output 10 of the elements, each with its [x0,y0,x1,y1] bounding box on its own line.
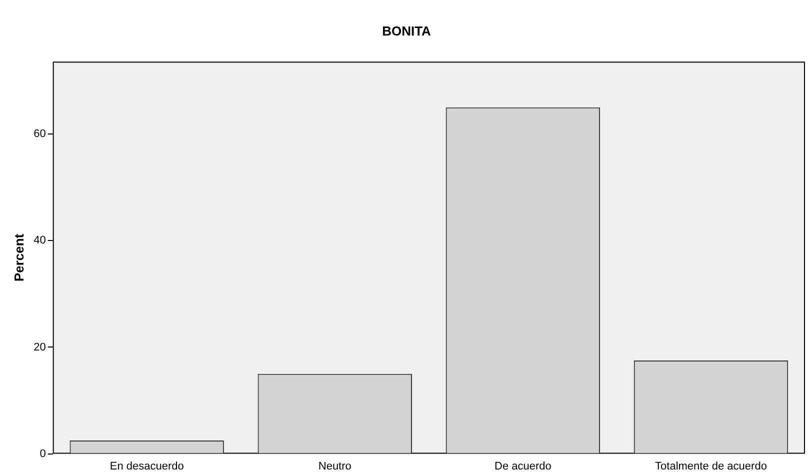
x-tick-label: Neutro [318,460,352,472]
y-axis-title: Percent [11,233,26,282]
x-tick-label: Totalmente de acuerdo [655,460,767,472]
y-tick-label: 0 [40,448,46,460]
chart-title: BONITA [382,23,432,38]
x-tick-label: De acuerdo [494,460,552,472]
y-tick-label: 60 [34,128,46,140]
y-tick-label: 20 [34,341,46,354]
x-tick-label: En desacuerdo [110,460,184,472]
y-tick-label: 40 [34,234,46,247]
